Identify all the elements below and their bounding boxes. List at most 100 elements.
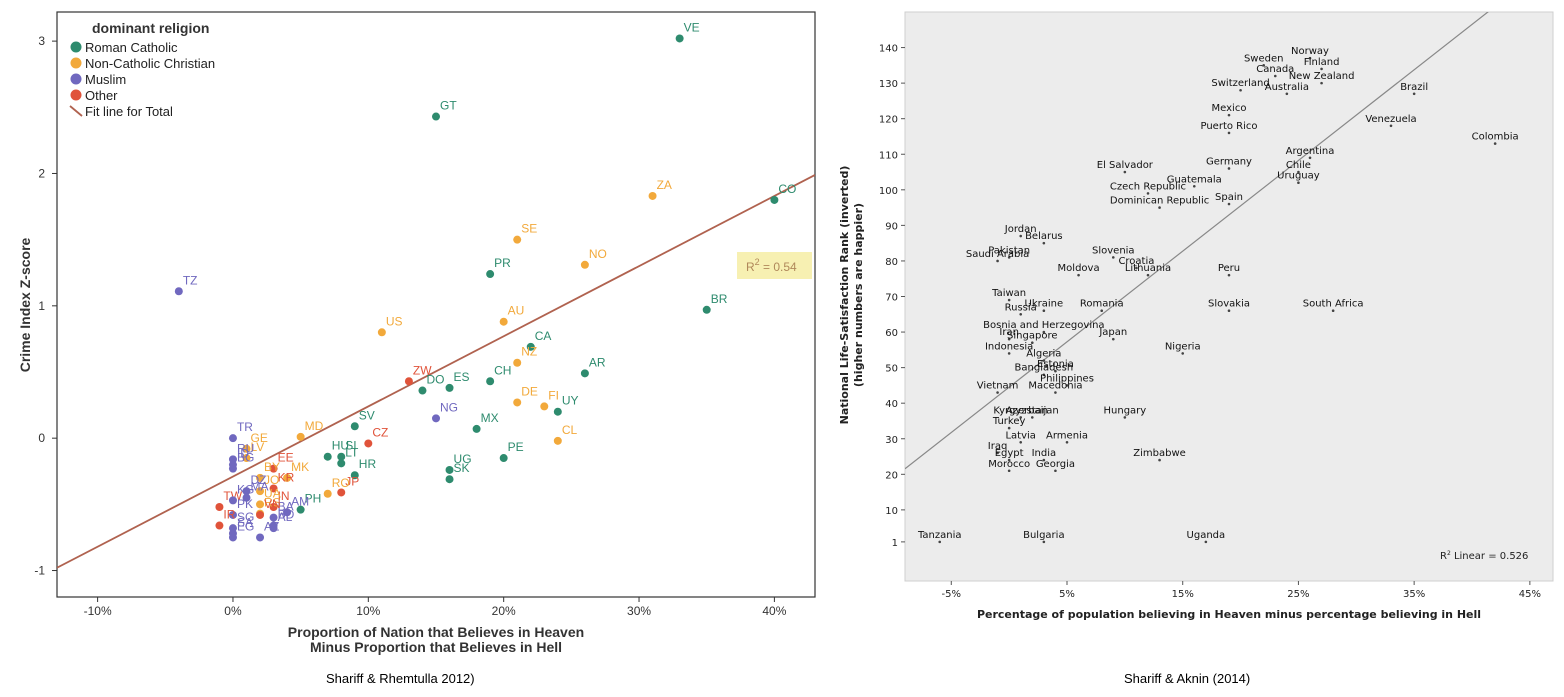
legend-label: Other <box>85 88 118 103</box>
point-label-sweden: Sweden <box>1244 53 1284 64</box>
data-point-lt <box>337 459 346 468</box>
data-point-ph <box>296 505 305 514</box>
point-label-estonia: Estonia <box>1037 359 1074 370</box>
data-point-georgia <box>1054 469 1057 473</box>
point-label-germany: Germany <box>1206 156 1252 167</box>
data-point-morocco <box>1007 469 1011 473</box>
data-point-us <box>377 328 386 337</box>
x-tick-label: -10% <box>84 604 112 618</box>
data-point-india <box>1042 458 1046 462</box>
point-label-pe: PE <box>508 440 524 454</box>
point-label-indonesia: Indonesia <box>985 341 1033 352</box>
data-point-czech-republic <box>1146 192 1150 195</box>
data-point-ba <box>269 513 278 522</box>
data-point-mexico <box>1227 113 1231 117</box>
data-point-bd <box>269 521 278 530</box>
data-point-mk <box>283 473 292 482</box>
data-point-switzerland <box>1239 88 1242 92</box>
point-label-india: India <box>1032 448 1057 459</box>
y-tick-label-2: 80 <box>885 257 898 268</box>
data-point-tr <box>228 434 237 443</box>
data-point-belarus <box>1042 241 1046 245</box>
data-point-ee <box>269 464 278 473</box>
point-label-switzerland: Switzerland <box>1211 78 1269 89</box>
legend-label: Muslim <box>85 72 126 87</box>
point-label-ma: MA <box>251 480 269 494</box>
point-label-br: BR <box>711 292 728 306</box>
satisfaction-scatter-chart: -5% 5% 15% 25% 35% 45%11020304050607080901001… <box>838 11 1554 621</box>
point-label-pk: PK <box>237 497 253 511</box>
point-label-bulgaria: Bulgaria <box>1023 530 1064 541</box>
y-tick-label-2: 10 <box>885 506 898 517</box>
legend-title: dominant religion <box>92 20 209 36</box>
data-point-macedonia <box>1054 391 1057 394</box>
point-label-venezuela: Venezuela <box>1365 114 1416 125</box>
data-point-no <box>580 260 589 269</box>
data-point-new-zealand <box>1320 81 1323 85</box>
data-point-ir <box>215 521 224 530</box>
data-point-germany <box>1227 167 1231 170</box>
point-label-am: AM <box>291 494 309 508</box>
point-label-kg: KG <box>237 482 254 496</box>
x-tick-label: 10% <box>356 604 380 618</box>
data-point-azerbaijan <box>1030 416 1034 419</box>
point-label-rs: RS <box>264 496 281 510</box>
point-label-ch: CH <box>494 363 511 377</box>
point-label-belarus: Belarus <box>1025 231 1063 242</box>
y-tick-label: 3 <box>38 34 45 48</box>
point-label-singapore: Singapore <box>1007 331 1057 342</box>
point-label-bg: BG <box>237 451 254 465</box>
data-point-za <box>648 191 657 200</box>
right-caption: Shariff & Aknin (2014) <box>1124 671 1251 686</box>
data-point-nz <box>513 358 522 367</box>
data-point-sweden <box>1262 64 1266 67</box>
data-point-sk <box>445 475 454 484</box>
point-label-dz: DZ <box>251 473 267 487</box>
data-point-canada <box>1273 74 1277 78</box>
data-point-kg <box>228 496 237 505</box>
y-tick-label-2: 1 <box>892 538 898 549</box>
point-label-ee: EE <box>278 451 294 465</box>
point-label-cl: CL <box>562 423 578 437</box>
data-point-ro <box>323 489 332 498</box>
y-tick-label: 0 <box>38 431 45 445</box>
point-label-uruguay: Uruguay <box>1277 171 1320 182</box>
point-label-do: DO <box>426 373 444 387</box>
y-tick-label-2: 40 <box>885 399 898 410</box>
point-label-brazil: Brazil <box>1400 82 1428 93</box>
data-point-spain <box>1227 202 1231 206</box>
y-tick-label-2: 60 <box>885 328 898 339</box>
data-point-eg <box>228 533 237 542</box>
x-axis-label-2: Percentage of population believing in He… <box>977 608 1481 621</box>
x-tick-label-2: 45% <box>1519 589 1541 600</box>
data-point-ca <box>526 342 535 351</box>
data-point-ve <box>675 34 684 43</box>
legend-marker <box>70 41 82 53</box>
r2-box <box>737 252 812 279</box>
crime-scatter-chart: -10% 0% 10% 20% 30% 40% -1 0 1 2 3 VE GT CO ZA SE NO PR TZ… <box>17 11 816 655</box>
data-point-pakistan <box>1007 256 1011 259</box>
point-label-ug: UG <box>454 452 472 466</box>
point-label-jp: JP <box>345 474 359 488</box>
point-label-guatemala: Guatemala <box>1167 174 1222 185</box>
point-label-ro: RO <box>332 476 350 490</box>
point-label-cz: CZ <box>372 425 388 439</box>
point-label-kr: KR <box>278 470 295 484</box>
data-point-iraq <box>996 451 999 455</box>
point-label-no: NO <box>589 247 607 261</box>
y-tick-label-2: 50 <box>885 364 898 375</box>
data-point-norway <box>1308 56 1312 60</box>
point-label-tanzania: Tanzania <box>917 530 962 541</box>
data-point-algeria <box>1042 359 1046 362</box>
point-label-zw: ZW <box>413 363 432 377</box>
data-point-taiwan <box>1007 298 1011 302</box>
left-caption: Shariff & Rhemtulla 2012) <box>326 671 475 686</box>
point-label-moldova: Moldova <box>1058 263 1100 274</box>
y-tick-label: 2 <box>38 166 45 180</box>
data-point-cl <box>553 436 562 445</box>
data-point-tw <box>215 503 224 511</box>
point-label-ukraine: Ukraine <box>1025 299 1064 310</box>
point-label-morocco: Morocco <box>988 459 1030 470</box>
data-point-gt <box>432 112 440 121</box>
data-point-am <box>283 508 292 517</box>
